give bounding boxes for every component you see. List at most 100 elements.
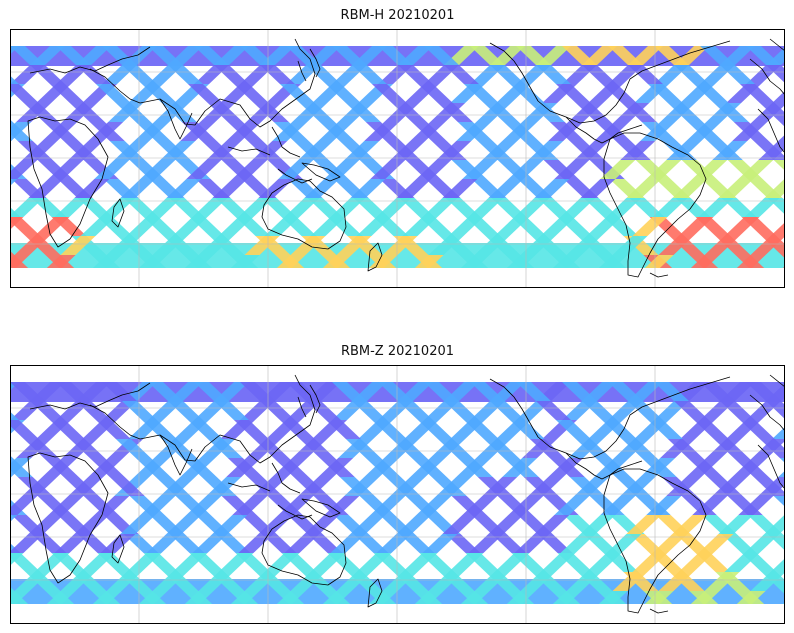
swath-descending	[595, 458, 631, 477]
swath-descending	[109, 141, 145, 160]
swath-descending	[77, 198, 113, 217]
swath-descending	[273, 122, 309, 141]
swath-ascending	[704, 572, 740, 591]
swath-descending	[443, 65, 479, 84]
swath-descending	[445, 198, 481, 217]
coastline-path	[489, 40, 731, 124]
swath-ascending	[184, 591, 214, 604]
swath-descending	[121, 401, 157, 420]
swath-ascending	[330, 534, 366, 553]
swath-ascending	[324, 160, 360, 179]
swath-descending	[437, 103, 473, 122]
swath-descending	[29, 65, 65, 84]
swath-descending	[693, 420, 729, 439]
swath-ascending	[10, 496, 38, 515]
coastline-path	[649, 608, 669, 614]
swath-ascending	[10, 255, 30, 268]
swath-descending	[325, 84, 361, 103]
swath-ascending	[218, 553, 254, 572]
swath-descending	[43, 122, 79, 141]
swath-descending	[307, 198, 343, 217]
swath-ascending	[468, 534, 504, 553]
swath-ascending	[718, 515, 754, 534]
swath-descending	[399, 198, 435, 217]
swath-ascending	[276, 255, 306, 268]
swath-ascending	[428, 236, 464, 255]
swath-descending	[516, 382, 551, 401]
swath-ascending	[232, 160, 268, 179]
swath-ascending	[652, 198, 688, 217]
swath-descending	[581, 65, 617, 84]
swath-descending	[259, 65, 295, 84]
swath-descending	[713, 439, 749, 458]
swath-ascending	[520, 572, 556, 591]
swath-ascending	[724, 553, 760, 572]
swath-ascending	[152, 236, 188, 255]
coastline-path	[261, 514, 347, 586]
swath-descending	[201, 477, 237, 496]
swath-descending	[365, 122, 401, 141]
swath-descending	[161, 103, 197, 122]
swath-descending	[733, 122, 769, 141]
swath-ascending	[554, 160, 590, 179]
swath-descending	[411, 122, 447, 141]
swath-descending	[457, 122, 493, 141]
swath-ascending	[414, 255, 444, 268]
swath-ascending	[554, 496, 590, 515]
swath-ascending	[744, 534, 780, 553]
swath-descending	[325, 420, 361, 439]
swath-ascending	[704, 236, 740, 255]
swath-ascending	[658, 572, 694, 591]
swath-descending	[240, 46, 275, 65]
swath-descending	[489, 65, 525, 84]
swath-descending	[477, 477, 513, 496]
swath-ascending	[736, 255, 766, 268]
swath-ascending	[166, 515, 202, 534]
swath-descending	[351, 65, 387, 84]
swath-ascending	[772, 426, 785, 439]
swath-ascending	[552, 591, 582, 604]
swath-descending	[293, 141, 329, 160]
swath-ascending	[120, 515, 156, 534]
swath-descending	[700, 382, 735, 401]
swath-ascending	[566, 572, 602, 591]
swath-descending	[215, 534, 251, 553]
swath-ascending	[632, 217, 668, 236]
swath-ascending	[258, 515, 294, 534]
swath-descending	[431, 141, 467, 160]
swath-ascending	[28, 179, 64, 198]
coastline-path	[89, 38, 316, 128]
swath-descending	[673, 65, 709, 84]
swath-descending	[135, 122, 171, 141]
swath-ascending	[166, 179, 202, 198]
swath-descending	[601, 420, 637, 439]
swath-ascending	[106, 236, 142, 255]
map-frame	[10, 365, 785, 624]
swath-descending	[431, 477, 467, 496]
swath-ascending	[402, 553, 438, 572]
swath-ascending	[644, 591, 674, 604]
swath-descending	[470, 382, 505, 401]
swath-descending	[286, 46, 321, 65]
swath-descending	[233, 420, 269, 439]
swath-ascending	[290, 236, 326, 255]
swath-ascending	[284, 534, 320, 553]
swath-descending	[721, 198, 757, 217]
swath-ascending	[514, 198, 550, 217]
swath-ascending	[152, 572, 188, 591]
swath-descending	[397, 65, 433, 84]
swath-descending	[227, 458, 263, 477]
swath-ascending	[10, 591, 30, 604]
swath-ascending	[172, 217, 208, 236]
swath-descending	[385, 477, 421, 496]
coastline-path	[261, 178, 347, 250]
coastlines	[27, 38, 785, 278]
swath-descending	[555, 84, 591, 103]
swath-ascending	[488, 515, 524, 534]
swath-descending	[463, 84, 499, 103]
swath-descending	[627, 65, 663, 84]
swath-descending	[503, 458, 539, 477]
swath-ascending	[186, 496, 222, 515]
swath-ascending	[336, 572, 372, 591]
swath-ascending	[690, 255, 720, 268]
